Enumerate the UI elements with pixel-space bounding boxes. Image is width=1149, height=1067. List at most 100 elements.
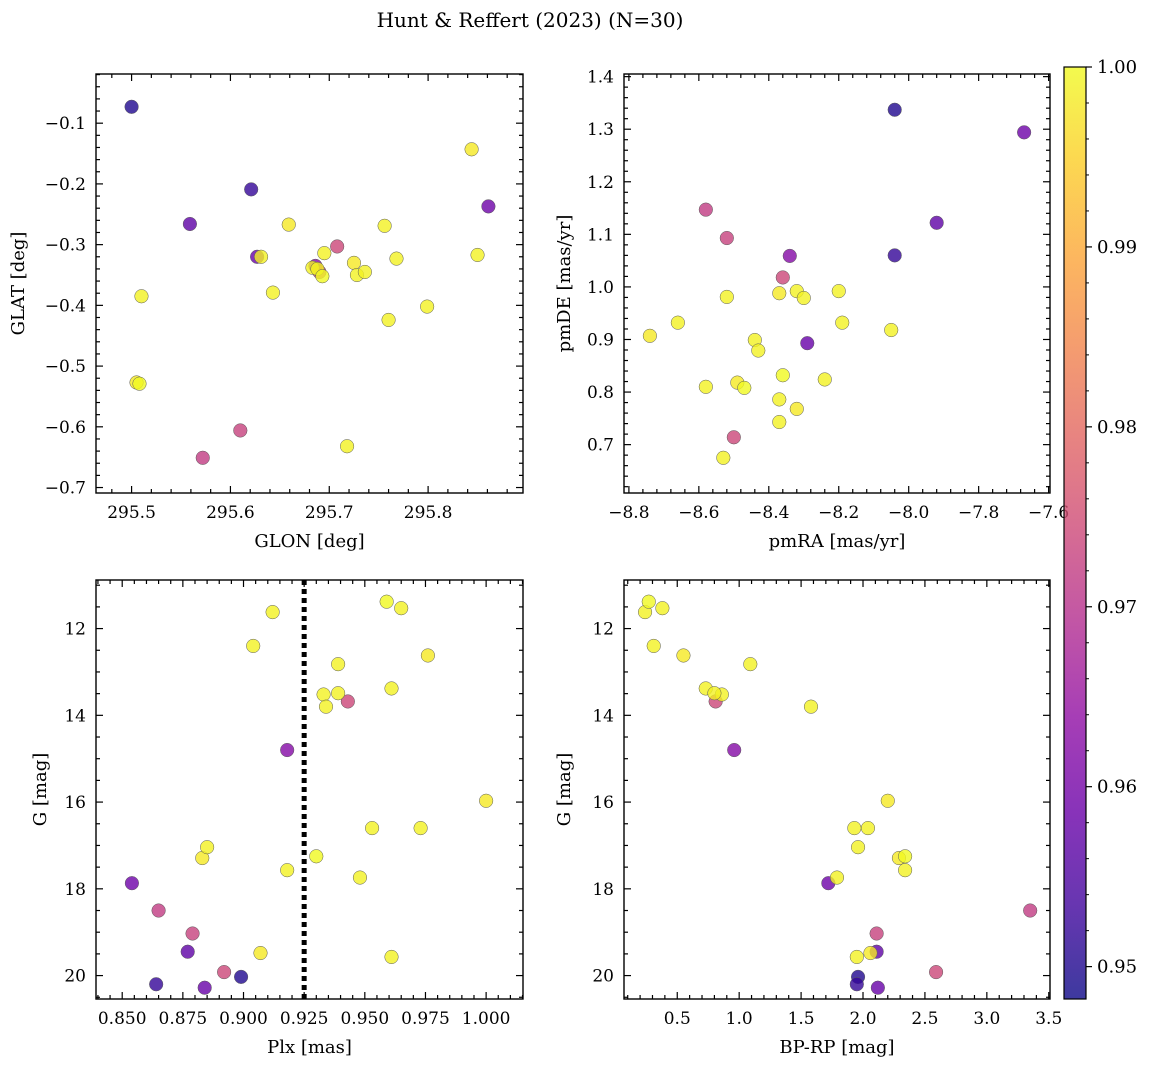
y-tick-label: 1.4 (587, 68, 614, 88)
x-tick-label: −7.8 (958, 503, 999, 523)
data-point (340, 439, 355, 454)
data-point (775, 368, 790, 383)
data-point (1017, 125, 1032, 140)
data-point (331, 686, 346, 701)
data-point (835, 315, 850, 330)
data-point (420, 299, 435, 314)
data-point (676, 648, 691, 663)
x-tick-label: 0.5 (664, 1009, 691, 1029)
x-tick-label: 0.875 (159, 1009, 208, 1029)
data-point (869, 926, 884, 941)
data-point (670, 315, 685, 330)
y-tick-label: −0.7 (45, 479, 86, 499)
x-tick-label: 3.5 (1035, 1009, 1062, 1029)
x-tick-label: 1.0 (726, 1009, 753, 1029)
x-tick-label: 1.000 (462, 1009, 511, 1029)
data-point (887, 248, 902, 263)
y-tick-label: 14 (592, 706, 614, 726)
y-tick-label: 1.3 (587, 120, 614, 140)
y-tick-label: 18 (64, 880, 86, 900)
data-point (772, 286, 787, 301)
data-point (719, 230, 734, 246)
data-point (357, 264, 372, 280)
data-point (860, 821, 876, 836)
y-tick-label: 0.7 (587, 436, 614, 456)
x-tick-label: −7.6 (1028, 503, 1069, 523)
x-axis-label: pmRA [mas/yr] (769, 531, 906, 552)
y-tick-label: 20 (592, 967, 614, 987)
data-point (929, 215, 944, 230)
data-point (880, 793, 895, 808)
data-point (796, 290, 811, 306)
data-point (384, 681, 399, 696)
data-point (265, 605, 280, 620)
y-tick-label: 16 (592, 793, 614, 813)
data-point (829, 870, 845, 885)
x-tick-label: 0.925 (280, 1009, 329, 1029)
data-point (851, 840, 866, 855)
data-point (281, 217, 296, 232)
x-axis-label: Plx [mas] (267, 1037, 352, 1058)
data-point (800, 336, 815, 351)
colorbar-tick-label: 0.95 (1097, 957, 1137, 978)
data-point (316, 687, 331, 702)
data-point (884, 322, 899, 338)
y-tick-label: 20 (64, 967, 86, 987)
colorbar-gradient (1064, 67, 1086, 999)
colorbar: 0.95 0.96 0.97 0.98 0.99 1.00 (1063, 57, 1137, 1000)
data-point (772, 414, 787, 430)
data-point (743, 657, 758, 672)
data-point (782, 248, 797, 263)
y-tick-label: −0.2 (45, 175, 86, 195)
data-point (394, 601, 409, 616)
x-tick-label: 3.0 (973, 1009, 1000, 1029)
data-point (1023, 903, 1038, 918)
colorbar-tick-label: 0.98 (1097, 417, 1137, 438)
data-point (479, 793, 494, 808)
x-axis-label: GLON [deg] (254, 531, 364, 552)
x-tick-label: 1.5 (788, 1009, 815, 1029)
data-point (389, 251, 404, 266)
colorbar-tick-label: 0.97 (1097, 597, 1137, 618)
data-point (817, 372, 832, 387)
colorbar-tick-label: 1.00 (1097, 57, 1137, 78)
data-point (318, 699, 334, 714)
axes-frame (623, 73, 1051, 494)
colorbar-tick-label: 0.99 (1097, 237, 1137, 258)
data-point (124, 99, 139, 114)
data-point (481, 199, 496, 214)
data-point (849, 949, 864, 964)
colorbar-tick-label: 0.96 (1097, 777, 1137, 798)
y-tick-label: 1.2 (587, 173, 614, 193)
data-point (280, 863, 295, 878)
data-point (775, 270, 790, 285)
y-tick-label: −0.4 (45, 296, 86, 316)
data-point (698, 379, 713, 394)
panel-glon-glat: 295.5 295.6 295.7 295.8 −0.1 −0.2 −0.3 −0.4 −0.5… (8, 73, 524, 552)
data-point (195, 450, 210, 465)
data-point (234, 969, 249, 984)
data-point (244, 182, 259, 197)
y-tick-label: 16 (64, 793, 86, 813)
data-point (151, 903, 166, 918)
data-point (365, 821, 380, 836)
data-point (346, 255, 362, 270)
data-point (803, 699, 819, 714)
data-point (642, 328, 657, 343)
x-tick-label: 0.850 (98, 1009, 147, 1029)
data-point (751, 343, 766, 358)
panel-pm: −8.8 −8.6 −8.4 −8.2 −8.0 −7.8 −7.6 0.7 0.8 0.9 1.0… (554, 68, 1069, 552)
x-tick-label: −8.8 (608, 503, 649, 523)
data-point (898, 863, 913, 878)
x-tick-label: −8.6 (678, 503, 719, 523)
x-tick-label: 0.975 (401, 1009, 450, 1029)
data-point (847, 821, 862, 836)
x-tick-label: 295.5 (107, 503, 156, 523)
data-point (655, 601, 670, 616)
x-tick-label: 295.7 (305, 503, 354, 523)
axes-frame (95, 73, 524, 494)
data-point (217, 965, 232, 980)
x-tick-label: −8.2 (818, 503, 859, 523)
data-point (124, 876, 139, 891)
